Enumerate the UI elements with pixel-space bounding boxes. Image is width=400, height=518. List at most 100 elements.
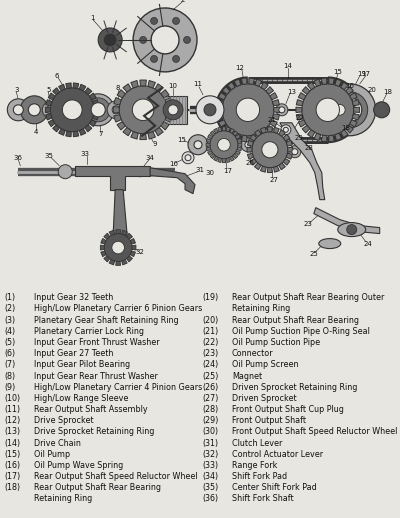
Polygon shape	[130, 238, 136, 244]
Polygon shape	[266, 125, 274, 133]
Circle shape	[276, 104, 288, 116]
Circle shape	[302, 84, 354, 136]
Text: 24: 24	[363, 240, 372, 247]
Polygon shape	[344, 95, 349, 100]
Polygon shape	[341, 130, 348, 138]
Polygon shape	[280, 123, 325, 199]
Polygon shape	[247, 147, 252, 152]
Text: 29: 29	[294, 135, 303, 141]
Polygon shape	[208, 151, 212, 155]
Circle shape	[119, 86, 167, 134]
Polygon shape	[126, 233, 132, 239]
Circle shape	[332, 92, 368, 128]
Circle shape	[210, 131, 238, 159]
Polygon shape	[155, 127, 163, 136]
Text: Driven Sprocket Retaining Ring: Driven Sprocket Retaining Ring	[232, 383, 357, 392]
Polygon shape	[92, 114, 99, 120]
Circle shape	[328, 98, 352, 122]
Text: 23: 23	[303, 221, 312, 226]
Polygon shape	[238, 143, 242, 147]
Polygon shape	[286, 140, 292, 146]
Text: Input Gear 27 Teeth: Input Gear 27 Teeth	[34, 349, 113, 358]
Circle shape	[236, 98, 260, 122]
Polygon shape	[73, 131, 79, 137]
Polygon shape	[122, 260, 127, 265]
Text: (4): (4)	[4, 327, 15, 336]
Polygon shape	[350, 103, 355, 107]
Polygon shape	[94, 107, 99, 112]
Circle shape	[222, 84, 274, 136]
Text: High/Low Planetary Carrier 6 Pinion Gears: High/Low Planetary Carrier 6 Pinion Gear…	[34, 305, 202, 313]
Text: 17: 17	[361, 71, 370, 77]
Polygon shape	[247, 140, 254, 146]
Circle shape	[46, 106, 54, 114]
Text: Rear Output Shaft Assembly: Rear Output Shaft Assembly	[34, 405, 148, 414]
Text: (22): (22)	[202, 338, 218, 347]
Polygon shape	[330, 119, 335, 124]
Polygon shape	[314, 79, 321, 87]
Text: Input Gear Pilot Bearing: Input Gear Pilot Bearing	[34, 361, 130, 369]
Text: (36): (36)	[202, 495, 218, 503]
Polygon shape	[104, 256, 110, 262]
Polygon shape	[216, 114, 223, 120]
Polygon shape	[270, 120, 277, 127]
Polygon shape	[344, 119, 349, 124]
Polygon shape	[288, 147, 293, 152]
Polygon shape	[250, 134, 256, 141]
Polygon shape	[350, 93, 357, 100]
Circle shape	[262, 141, 278, 158]
Polygon shape	[85, 88, 92, 95]
Text: 30: 30	[206, 170, 214, 176]
Polygon shape	[90, 120, 96, 126]
Polygon shape	[206, 147, 211, 151]
Polygon shape	[92, 99, 99, 106]
Polygon shape	[46, 99, 52, 106]
Polygon shape	[274, 107, 280, 112]
Circle shape	[292, 149, 298, 155]
Polygon shape	[283, 159, 290, 165]
Polygon shape	[324, 103, 329, 107]
Polygon shape	[222, 127, 226, 131]
Polygon shape	[249, 78, 254, 84]
Polygon shape	[335, 79, 342, 87]
Text: Rear Output Shaft Rear Bearing: Rear Output Shaft Rear Bearing	[34, 483, 161, 492]
Circle shape	[182, 152, 194, 164]
Text: 21: 21	[268, 117, 276, 123]
Polygon shape	[233, 131, 238, 136]
Polygon shape	[340, 94, 344, 98]
Polygon shape	[228, 130, 235, 138]
Text: Rear Output Shaft Rear Bearing Outer: Rear Output Shaft Rear Bearing Outer	[232, 293, 384, 302]
Text: Retaining Ring: Retaining Ring	[232, 305, 290, 313]
Circle shape	[135, 167, 145, 177]
Circle shape	[188, 135, 208, 155]
Polygon shape	[46, 114, 52, 120]
Text: 16: 16	[170, 161, 178, 167]
Text: (3): (3)	[4, 315, 15, 325]
Circle shape	[150, 55, 158, 63]
Text: Rear Output Shaft Rear Bearing: Rear Output Shaft Rear Bearing	[232, 315, 359, 325]
Polygon shape	[114, 114, 121, 122]
Circle shape	[163, 100, 183, 120]
Text: Planetary Carrier Lock Ring: Planetary Carrier Lock Ring	[34, 327, 144, 336]
Polygon shape	[260, 166, 266, 172]
Polygon shape	[228, 82, 235, 90]
Polygon shape	[214, 128, 218, 133]
Polygon shape	[330, 95, 335, 100]
Text: Driven Sprocket: Driven Sprocket	[232, 394, 297, 403]
Polygon shape	[148, 132, 156, 139]
Text: 34: 34	[146, 155, 154, 161]
Polygon shape	[226, 127, 230, 132]
Text: Oil Pump: Oil Pump	[34, 450, 70, 459]
Text: (12): (12)	[4, 416, 20, 425]
Polygon shape	[218, 93, 226, 100]
Text: 1: 1	[90, 15, 94, 21]
Circle shape	[172, 18, 180, 24]
Text: (35): (35)	[202, 483, 218, 492]
Text: Planetary Gear Shaft Retaining Ring: Planetary Gear Shaft Retaining Ring	[34, 315, 179, 325]
Polygon shape	[210, 131, 215, 136]
Text: 19: 19	[357, 71, 366, 77]
Polygon shape	[267, 127, 272, 132]
Circle shape	[338, 98, 362, 122]
Circle shape	[150, 18, 158, 24]
Polygon shape	[218, 120, 226, 127]
